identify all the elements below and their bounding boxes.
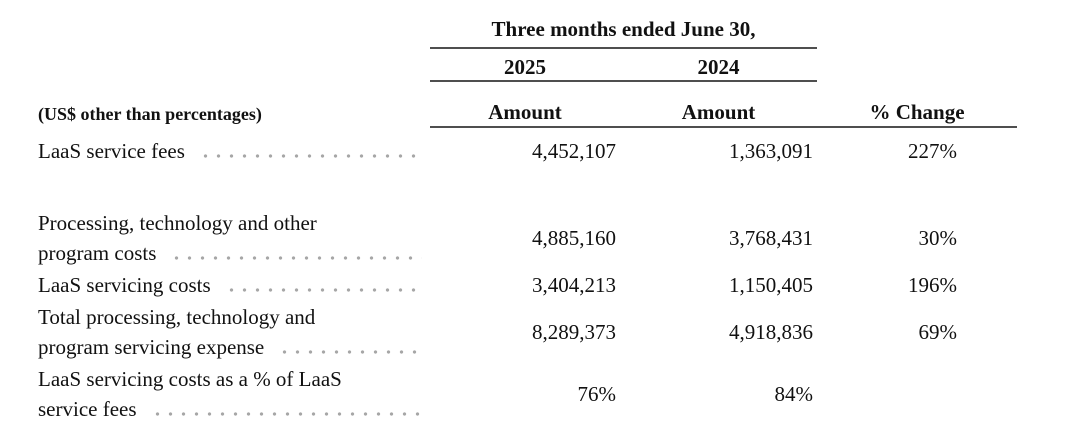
table-row: Processing, technology and other program… (38, 208, 1082, 268)
amount-2025-value: 8,289,373 (532, 320, 616, 344)
amount-2024-value: 84% (774, 382, 814, 406)
spacer (38, 168, 1082, 208)
amount-2025-header: Amount (430, 100, 620, 128)
dot-leader (278, 349, 422, 355)
amount-2025-value: 3,404,213 (532, 273, 616, 297)
column-header-row: (US$ other than percentages) Amount Amou… (38, 100, 1082, 128)
year-2024-header: 2024 (620, 49, 817, 82)
table-row: LaaS service fees 4,452,107 1,363,091 22… (38, 136, 1082, 166)
percent-change-header: % Change (817, 100, 1017, 128)
amount-2024-value: 1,150,405 (729, 273, 813, 297)
row-label: program servicing expense (38, 335, 265, 359)
amount-2024-value: 3,768,431 (729, 226, 813, 250)
amount-2024-value: 4,918,836 (729, 320, 813, 344)
amount-2025-value: 4,885,160 (532, 226, 616, 250)
amount-2025-value: 76% (577, 382, 617, 406)
dot-leader (170, 255, 422, 261)
table-row: Total processing, technology and program… (38, 302, 1082, 362)
row-label-line1: LaaS servicing costs as a % of LaaS (38, 367, 342, 391)
amount-2024-header: Amount (620, 100, 817, 128)
row-label: LaaS servicing costs (38, 273, 211, 297)
percent-change-value: 69% (918, 320, 958, 344)
percent-change-value: 30% (918, 226, 958, 250)
row-label-cell: LaaS servicing costs (38, 270, 430, 300)
period-header-row: Three months ended June 30, (38, 16, 1082, 49)
unit-note: (US$ other than percentages) (38, 104, 262, 124)
percent-change-value: 196% (908, 273, 957, 297)
row-label-cell: Total processing, technology and program… (38, 302, 430, 362)
row-label: program costs (38, 241, 157, 265)
row-label-line1: Total processing, technology and (38, 305, 316, 329)
spacer (38, 82, 1082, 100)
year-header-row: 2025 2024 (38, 49, 1082, 82)
empty-label-cell (38, 49, 430, 82)
table-row: LaaS servicing costs as a % of LaaS serv… (38, 364, 1082, 424)
percent-change-value: 227% (908, 139, 957, 163)
year-2025-header: 2025 (430, 49, 620, 82)
row-label: service fees (38, 397, 137, 421)
empty-change-cell (817, 16, 1017, 49)
amount-2024-value: 1,363,091 (729, 139, 813, 163)
amount-2025-value: 4,452,107 (532, 139, 616, 163)
empty-change-cell (817, 49, 1017, 82)
dot-leader (150, 411, 422, 417)
dot-leader (224, 287, 422, 293)
row-label-line1: Processing, technology and other (38, 211, 317, 235)
row-label-cell: Processing, technology and other program… (38, 208, 430, 268)
row-label-cell: LaaS servicing costs as a % of LaaS serv… (38, 364, 430, 424)
table-row: LaaS servicing costs 3,404,213 1,150,405… (38, 270, 1082, 300)
period-header: Three months ended June 30, (430, 16, 817, 49)
empty-label-cell (38, 16, 430, 49)
row-label: LaaS service fees (38, 139, 185, 163)
row-label-cell: LaaS service fees (38, 136, 430, 166)
dot-leader (198, 153, 422, 159)
